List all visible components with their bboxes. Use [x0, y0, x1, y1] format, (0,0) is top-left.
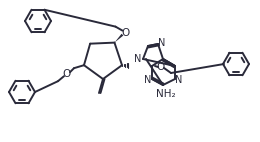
Text: N: N: [158, 38, 166, 48]
Text: O: O: [63, 69, 71, 79]
Text: N: N: [134, 54, 142, 64]
Text: NH₂: NH₂: [156, 89, 176, 99]
Text: N: N: [144, 75, 152, 85]
Text: O: O: [121, 28, 129, 38]
Polygon shape: [114, 34, 123, 43]
Text: N: N: [175, 75, 183, 85]
Text: O: O: [157, 62, 165, 72]
